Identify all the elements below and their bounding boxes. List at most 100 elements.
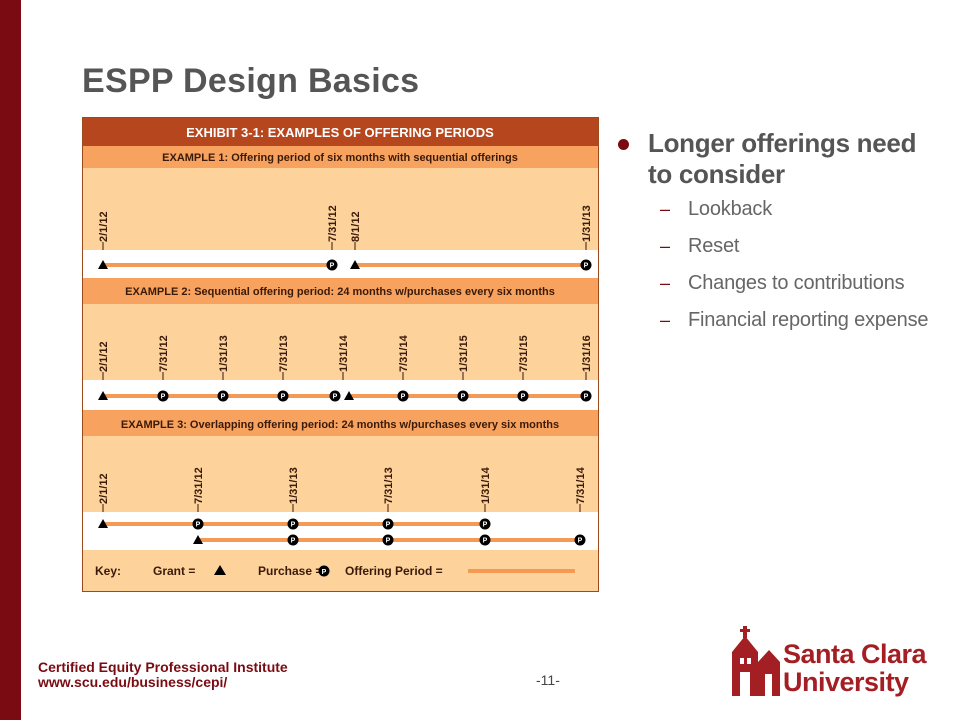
purchase-circle-icon [287, 534, 299, 546]
key-grant-label: Grant = [153, 564, 195, 578]
sub-bullet: – Financial reporting expense [616, 308, 946, 332]
sub-bullet-text: Reset [688, 235, 740, 257]
purchase-circle-icon [277, 390, 289, 402]
dash-icon: – [660, 236, 670, 256]
date-label: 7/31/12 [327, 205, 339, 242]
main-bullet-text: Longer offerings need to consider [648, 128, 917, 189]
key-purchase-label: Purchase = [258, 564, 322, 578]
exhibit-figure: EXHIBIT 3-1: EXAMPLES OF OFFERING PERIOD… [82, 117, 599, 592]
purchase-symbol: P [330, 263, 335, 270]
dash-icon: – [660, 199, 670, 219]
example-3-timeline [83, 512, 598, 550]
sub-bullet-list: – Lookback – Reset – Changes to contributio… [616, 197, 946, 332]
date-label: 8/1/12 [350, 211, 362, 242]
purchase-symbol: P [322, 569, 327, 576]
bullet-dot-icon [618, 139, 629, 150]
date-label: 1/31/13 [218, 335, 230, 372]
purchase-circle-icon [479, 518, 491, 530]
logo-text: Santa Clara University [783, 639, 927, 696]
slide-title: ESPP Design Basics [82, 62, 420, 100]
example-2-heading: EXAMPLE 2: Sequential offering period: 2… [125, 286, 555, 298]
purchase-circle-icon [329, 390, 341, 402]
example-3-dates-band [83, 436, 598, 512]
purchase-symbol: P [483, 538, 488, 545]
sub-bullet: – Reset [616, 234, 946, 258]
grant-triangle-icon [344, 391, 354, 400]
example-2-header [83, 278, 598, 304]
date-label: 7/31/15 [518, 335, 530, 372]
example-1-dates-band [83, 168, 598, 250]
key-offering-label: Offering Period = [345, 564, 443, 578]
purchase-symbol: P [291, 538, 296, 545]
example-3-header [83, 410, 598, 436]
date-label: 7/31/12 [193, 467, 205, 504]
page-number: -11- [536, 672, 560, 688]
grant-triangle-icon [98, 260, 108, 269]
grant-triangle-icon [193, 535, 203, 544]
date-label: 7/31/12 [158, 335, 170, 372]
purchase-symbol: P [291, 522, 296, 529]
logo-line-1: Santa Clara [783, 639, 927, 669]
bullet-list: Longer offerings need to consider – Lookb… [616, 128, 946, 345]
purchase-symbol: P [578, 538, 583, 545]
date-label: 1/31/14 [338, 334, 350, 372]
purchase-symbol: P [281, 394, 286, 401]
purchase-symbol: P [584, 394, 589, 401]
purchase-symbol: P [221, 394, 226, 401]
grant-triangle-icon [214, 565, 226, 575]
purchase-circle-icon [580, 390, 592, 402]
purchase-circle-icon [457, 390, 469, 402]
footer-url: www.scu.edu/business/cepi/ [38, 674, 228, 690]
date-label: 2/1/12 [98, 211, 110, 242]
purchase-circle-icon [397, 390, 409, 402]
purchase-circle-icon [318, 565, 330, 577]
purchase-circle-icon [574, 534, 586, 546]
purchase-circle-icon [192, 518, 204, 530]
date-label: 7/31/13 [383, 467, 395, 504]
example-1-heading: EXAMPLE 1: Offering period of six months… [162, 152, 518, 164]
main-bullet: Longer offerings need to consider [616, 128, 946, 190]
date-label: 1/31/13 [581, 205, 593, 242]
purchase-circle-icon [382, 518, 394, 530]
purchase-symbol: P [401, 394, 406, 401]
purchase-circle-icon [157, 390, 169, 402]
date-label: 1/31/15 [458, 335, 470, 372]
purchase-symbol: P [521, 394, 526, 401]
purchase-symbol: P [196, 522, 201, 529]
purchase-symbol: P [333, 394, 338, 401]
exhibit-title-bar [83, 118, 598, 146]
purchase-symbol: P [386, 538, 391, 545]
purchase-symbol: P [386, 522, 391, 529]
example-2-dates-band [83, 304, 598, 380]
sub-bullet: – Lookback [616, 197, 946, 221]
university-logo-icon [732, 626, 780, 696]
purchase-circle-icon [287, 518, 299, 530]
dash-icon: – [660, 310, 670, 330]
purchase-circle-icon [217, 390, 229, 402]
sub-bullet-text: Lookback [688, 198, 773, 220]
date-label: 7/31/14 [575, 466, 587, 504]
exhibit-title: EXHIBIT 3-1: EXAMPLES OF OFFERING PERIOD… [186, 125, 494, 140]
purchase-circle-icon [326, 259, 338, 271]
purchase-symbol: P [461, 394, 466, 401]
grant-triangle-icon [98, 391, 108, 400]
purchase-circle-icon [382, 534, 394, 546]
purchase-circle-icon [479, 534, 491, 546]
sub-bullet-text: Changes to contributions [688, 272, 905, 294]
key-label: Key: [95, 564, 121, 578]
sub-bullet: – Changes to contributions [616, 271, 946, 295]
purchase-symbol: P [161, 394, 166, 401]
dash-icon: – [660, 273, 670, 293]
grant-triangle-icon [350, 260, 360, 269]
purchase-symbol: P [483, 522, 488, 529]
date-label: 7/31/14 [398, 334, 410, 372]
sub-bullet-text: Financial reporting expense [688, 309, 929, 331]
footer-organization: Certified Equity Professional Institute [38, 659, 288, 675]
purchase-symbol: P [584, 263, 589, 270]
date-label: 1/31/13 [288, 467, 300, 504]
left-accent-bar [0, 0, 21, 720]
grant-triangle-icon [98, 519, 108, 528]
date-label: 1/31/16 [581, 335, 593, 372]
purchase-circle-icon [517, 390, 529, 402]
example-1-header [83, 146, 598, 168]
